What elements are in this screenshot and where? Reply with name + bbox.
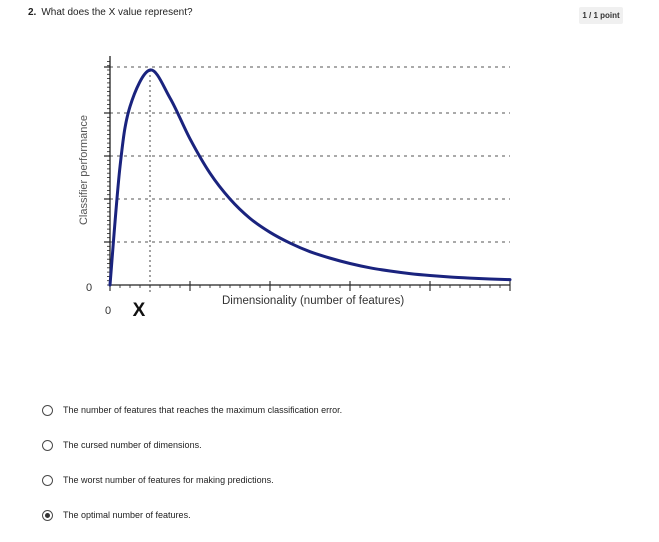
points-badge: 1 / 1 point	[579, 7, 623, 24]
answer-option-label: The cursed number of dimensions.	[63, 440, 202, 450]
y-origin-label: 0	[86, 282, 92, 294]
question-text: What does the X value represent?	[41, 7, 193, 18]
x-marker-label: X	[133, 300, 146, 321]
x-axis-label: Dimensionality (number of features)	[222, 295, 404, 307]
answer-option-label: The optimal number of features.	[63, 510, 191, 520]
answer-option-label: The number of features that reaches the …	[63, 405, 343, 415]
y-axis-label: Classifier performance	[78, 115, 90, 225]
answer-option-label: The worst number of features for making …	[63, 475, 274, 485]
x-origin-label: 0	[105, 305, 111, 317]
answer-option[interactable]: The optimal number of features.	[42, 507, 602, 542]
answer-options: The number of features that reaches the …	[42, 402, 602, 542]
radio-button-icon[interactable]	[42, 440, 53, 451]
chart-text: Classifier performance Dimensionality (n…	[78, 115, 404, 321]
answer-option[interactable]: The number of features that reaches the …	[42, 402, 602, 437]
dimensionality-chart: Classifier performance Dimensionality (n…	[78, 56, 512, 321]
answer-option[interactable]: The worst number of features for making …	[42, 472, 602, 507]
radio-button-icon[interactable]	[42, 475, 53, 486]
chart-axes	[104, 56, 511, 291]
radio-button-icon[interactable]	[42, 405, 53, 416]
question-number: 2.	[28, 7, 37, 18]
gridlines	[110, 66, 510, 294]
question-header: 2. What does the X value represent?	[28, 7, 193, 18]
performance-curve	[108, 68, 512, 287]
answer-option[interactable]: The cursed number of dimensions.	[42, 437, 602, 472]
chart-series	[108, 68, 512, 287]
radio-selected-icon[interactable]	[42, 510, 53, 521]
